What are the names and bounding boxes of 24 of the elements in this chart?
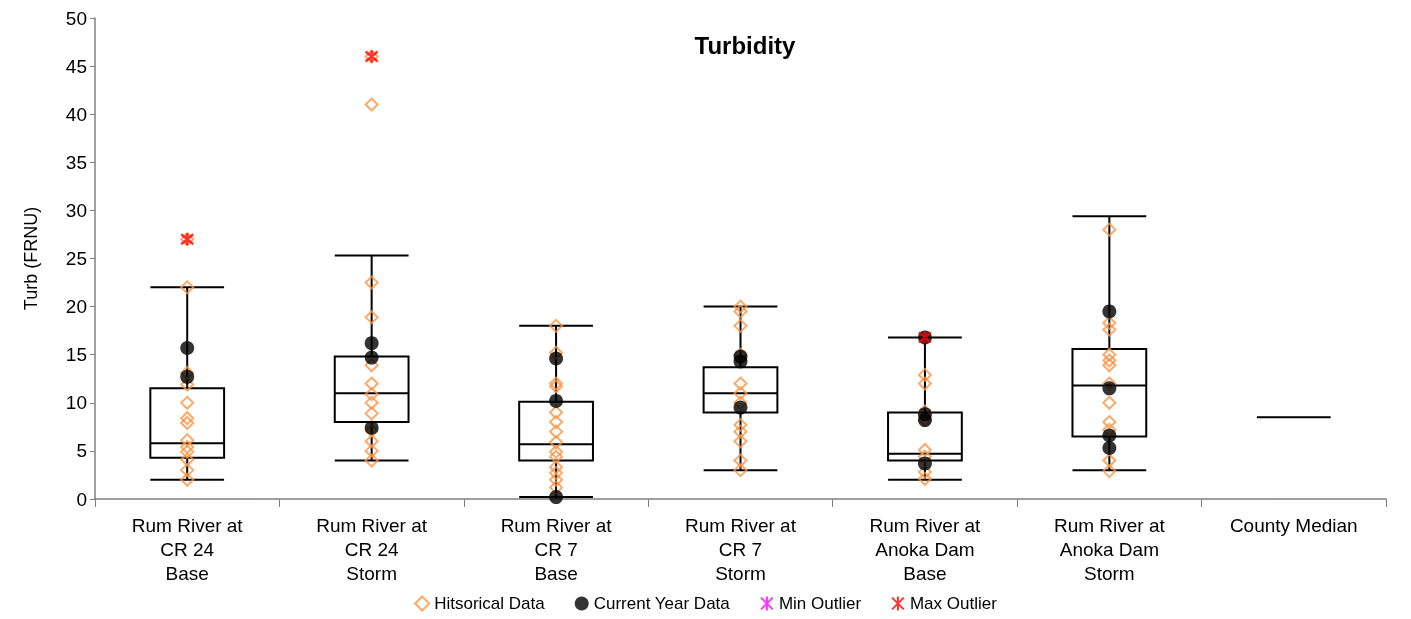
y-tick-label: 40 — [65, 103, 87, 125]
legend-label: Hitsorical Data — [434, 594, 546, 613]
legend-label: Current Year Data — [593, 594, 731, 613]
x-tick-label: County Median — [1229, 514, 1358, 536]
x-tick-label: Rum River at CR 7 Storm — [685, 514, 797, 584]
y-tick-label: 25 — [65, 248, 87, 269]
x-tick-label: Rum River at CR 7 Base — [500, 514, 613, 584]
text: Turbidity — [694, 31, 797, 59]
x-tick-label: Rum River at Anoka Dam Storm — [1053, 514, 1166, 584]
y-tick-label: 30 — [65, 199, 87, 221]
y-tick-label: 20 — [65, 296, 87, 318]
x-tick-label: Rum River at Anoka Dam Base — [869, 514, 982, 584]
y-tick-label: 5 — [76, 440, 87, 462]
legend-label: Max Outlier — [909, 594, 998, 613]
x-tick-label: Rum River at CR 24 Base — [131, 514, 244, 584]
y-tick-label: 10 — [65, 392, 87, 414]
legend-label: Min Outlier — [778, 594, 862, 613]
y-tick-label: 0 — [76, 488, 87, 510]
x-tick-label: Rum River at CR 24 Storm — [316, 514, 428, 584]
y-tick-label: 35 — [65, 151, 87, 173]
y-tick-label: 50 — [65, 7, 87, 29]
y-tick-label: 15 — [65, 344, 87, 366]
y-tick-label: 45 — [65, 55, 87, 77]
y-axis-title: Turb (FRNU) — [21, 206, 41, 311]
